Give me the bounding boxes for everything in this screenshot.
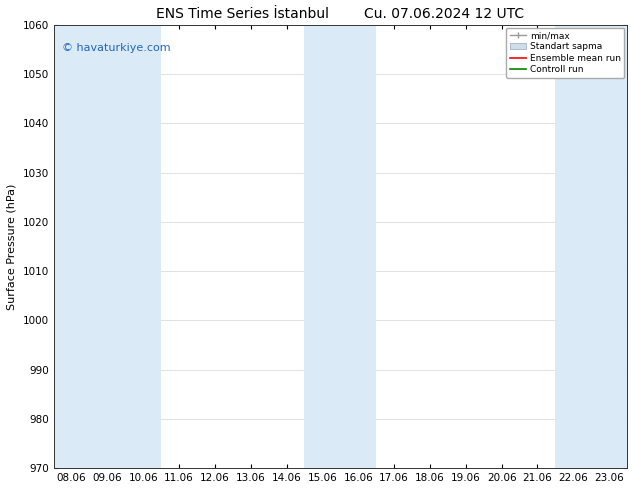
Bar: [89, 25, 126, 468]
Bar: [54, 25, 89, 468]
Bar: [126, 25, 161, 468]
Bar: [555, 25, 592, 468]
Y-axis label: Surface Pressure (hPa): Surface Pressure (hPa): [7, 183, 17, 310]
Bar: [592, 25, 627, 468]
Text: © havaturkiye.com: © havaturkiye.com: [62, 43, 171, 52]
Bar: [304, 25, 340, 468]
Title: ENS Time Series İstanbul        Cu. 07.06.2024 12 UTC: ENS Time Series İstanbul Cu. 07.06.2024 …: [156, 7, 524, 21]
Bar: [340, 25, 376, 468]
Legend: min/max, Standart sapma, Ensemble mean run, Controll run: min/max, Standart sapma, Ensemble mean r…: [507, 27, 624, 77]
